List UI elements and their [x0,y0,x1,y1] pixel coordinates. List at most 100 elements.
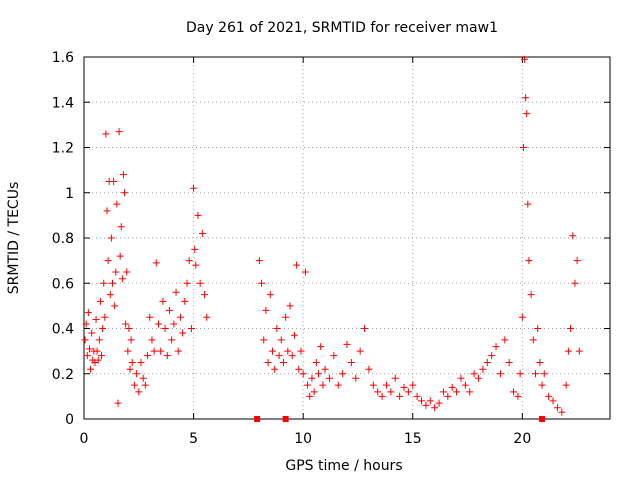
data-point [540,370,548,378]
data-point [501,336,509,344]
data-point [128,358,136,366]
data-point [304,381,312,389]
data-point [317,343,325,351]
data-point [505,358,513,366]
y-tick-label: 0.2 [52,367,74,383]
data-point [529,336,537,344]
data-point [339,370,347,378]
data-point [315,370,323,378]
data-point [83,352,91,360]
data-point [137,358,145,366]
data-point [470,370,478,378]
data-point [413,392,421,400]
bottom-marker [254,416,261,422]
data-point [124,347,132,355]
data-point [374,388,382,396]
data-point [159,297,167,305]
data-point [466,388,474,396]
data-point [157,347,165,355]
data-point [107,234,115,242]
data-point [185,257,193,265]
data-point [125,325,133,332]
data-point [545,392,553,400]
data-point [92,315,100,323]
data-point [475,374,482,382]
data-point [400,383,408,391]
data-point [514,392,522,400]
data-point [439,388,447,396]
x-tick-label: 0 [80,431,89,447]
x-tick-label: 5 [189,431,198,447]
bottom-markers [254,416,546,422]
data-point [123,268,131,276]
data-point [141,381,149,389]
data-point [93,347,101,355]
data-point [94,356,102,364]
data-point [573,257,581,265]
data-point [103,207,111,215]
data-point [516,370,524,378]
data-point [183,279,191,287]
y-tick-label: 0 [65,412,74,428]
data-point [435,399,443,407]
data-point [496,370,504,378]
data-point [170,320,178,328]
data-point [201,291,209,299]
data-point [176,313,184,321]
data-point [534,325,542,332]
data-point [310,388,318,396]
data-point [126,365,134,373]
data-point [88,329,96,337]
data-point [290,331,298,339]
data-point [148,336,156,344]
data-point [343,340,351,348]
data-point [112,268,120,276]
bottom-marker [539,416,546,422]
y-tick-label: 1.6 [52,50,74,66]
data-point [431,404,439,412]
data-point [558,408,566,416]
data-point [102,130,110,138]
data-point [521,55,529,63]
bottom-marker [282,416,289,422]
data-point [531,370,539,378]
data-point [479,365,487,373]
data-point [191,245,199,253]
data-point [101,313,109,321]
data-point [562,381,570,389]
data-point [187,325,195,332]
data-point [96,297,104,305]
data-point [192,261,200,269]
data-point [295,365,303,373]
data-point [297,347,305,355]
data-point [168,336,176,344]
data-point [273,325,281,332]
data-point [426,397,434,405]
data-point [330,352,338,360]
data-point [174,347,182,355]
data-point [525,257,533,265]
data-point [404,388,412,396]
data-point [288,352,296,360]
data-point [321,365,329,373]
data-point [325,374,333,382]
data-point [492,343,500,351]
data-point [264,358,272,366]
data-point [146,313,154,321]
data-point [567,325,575,332]
data-point [524,200,532,208]
data-point [522,94,530,102]
data-point [519,144,527,151]
data-point [457,374,465,382]
y-tick-label: 1.4 [52,95,74,111]
data-point [277,336,285,344]
data-point [453,388,461,396]
data-point [87,365,95,373]
data-point [422,401,430,409]
data-point [275,352,283,360]
data-point [564,347,572,355]
data-point [396,392,404,400]
data-point [172,288,180,296]
data-point [165,306,173,314]
